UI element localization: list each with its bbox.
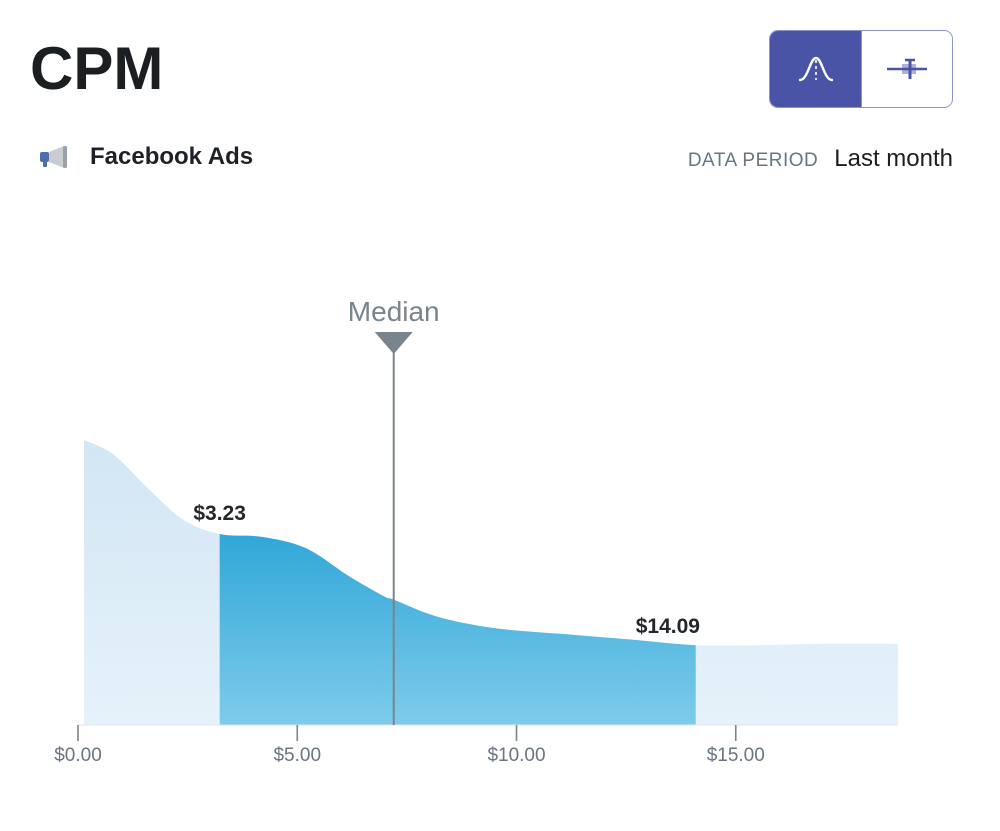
band-high-label: $14.09 (636, 615, 700, 638)
view-toggle[interactable] (769, 30, 953, 108)
megaphone-icon (40, 146, 67, 168)
x-tick-label: $0.00 (54, 745, 102, 766)
source-label: Facebook Ads (90, 143, 254, 170)
distribution-tail-left (84, 440, 220, 725)
range-view-button[interactable] (861, 31, 952, 107)
data-period: DATA PERIOD Last month (688, 145, 953, 173)
source-info: Facebook Ads (38, 143, 253, 171)
distribution-band-area (219, 534, 696, 725)
distribution-curve-icon (798, 56, 833, 82)
page-title: CPM (30, 35, 164, 102)
data-period-value[interactable]: Last month (834, 145, 953, 172)
x-tick-label: $10.00 (487, 745, 545, 766)
x-tick-label: $5.00 (273, 745, 321, 766)
median-marker (374, 332, 413, 354)
median-label: Median (348, 296, 440, 327)
band-low-label: $3.23 (193, 502, 246, 525)
range-plot-icon (887, 58, 927, 79)
distribution-tail-right (695, 643, 898, 725)
data-period-label: DATA PERIOD (687, 150, 819, 171)
x-tick-label: $15.00 (707, 745, 765, 766)
distribution-view-button[interactable] (770, 31, 861, 107)
